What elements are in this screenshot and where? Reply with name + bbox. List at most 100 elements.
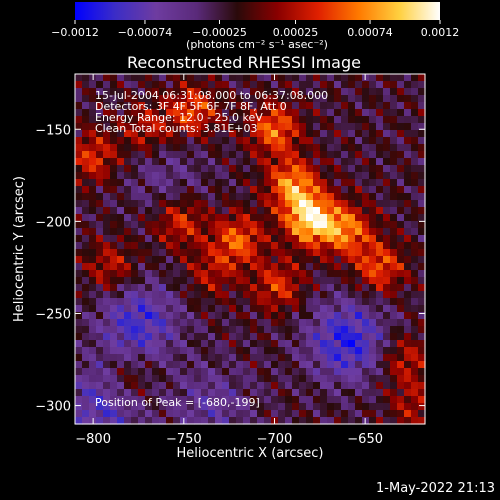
heatmap-cell [285,165,293,173]
heatmap-cell [89,396,97,404]
heatmap-cell [299,417,307,425]
heatmap-cell [355,165,363,173]
heatmap-cell [327,186,335,194]
heatmap-cell [187,277,195,285]
heatmap-cell [292,81,300,89]
heatmap-cell [257,137,265,145]
heatmap-cell [187,74,195,82]
heatmap-cell [103,291,111,299]
heatmap-cell [411,277,419,285]
heatmap-cell [215,249,223,257]
heatmap-cell [264,102,272,110]
heatmap-cell [159,130,167,138]
heatmap-cell [103,333,111,341]
heatmap-cell [397,291,405,299]
heatmap-cell [250,256,258,264]
heatmap-cell [194,74,202,82]
colorbar-tick-label: −0.0012 [51,26,99,39]
heatmap-cell [173,270,181,278]
heatmap-cell [145,368,153,376]
heatmap-cell [243,165,251,173]
heatmap-cell [110,116,118,124]
heatmap-cell [348,368,356,376]
heatmap-cell [124,200,132,208]
heatmap-cell [89,284,97,292]
heatmap-cell [271,249,279,257]
colorbar-gradient [75,2,440,20]
heatmap-cell [236,312,244,320]
heatmap-cell [173,333,181,341]
heatmap-cell [187,81,195,89]
heatmap-cell [166,326,174,334]
heatmap-cell [397,221,405,229]
heatmap-cell [383,326,391,334]
heatmap-cell [243,291,251,299]
heatmap-cell [397,375,405,383]
heatmap-cell [376,389,384,397]
y-tick-label: −300 [35,400,71,415]
heatmap-cell [271,319,279,327]
heatmap-cell [390,298,398,306]
heatmap-cell [390,284,398,292]
heatmap-cell [257,214,265,222]
heatmap-cell [418,74,426,82]
heatmap-cell [222,319,230,327]
heatmap-cell [355,214,363,222]
heatmap-cell [208,109,216,117]
heatmap-cell [327,396,335,404]
heatmap-cell [110,403,118,411]
heatmap-cell [411,284,419,292]
heatmap-cell [313,312,321,320]
heatmap-cell [173,109,181,117]
heatmap-cell [299,312,307,320]
heatmap-cell [89,228,97,236]
heatmap-cell [215,137,223,145]
heatmap-cell [201,284,209,292]
heatmap-cell [271,389,279,397]
heatmap-cell [110,277,118,285]
heatmap-cell [222,158,230,166]
heatmap-cell [145,102,153,110]
heatmap-cell [131,193,139,201]
heatmap-cell [250,347,258,355]
heatmap-cell [194,270,202,278]
heatmap-cell [208,410,216,418]
heatmap-cell [320,410,328,418]
heatmap-cell [362,144,370,152]
x-tick-label: −800 [75,432,111,447]
heatmap-cell [355,81,363,89]
heatmap-cell [278,172,286,180]
heatmap-cell [418,389,426,397]
heatmap-cell [278,396,286,404]
heatmap-cell [327,116,335,124]
x-tick-label: −650 [347,432,383,447]
heatmap-cell [152,179,160,187]
heatmap-cell [138,123,146,131]
heatmap-cell [229,403,237,411]
heatmap-cell [215,368,223,376]
heatmap-cell [187,326,195,334]
heatmap-cell [222,144,230,152]
heatmap-cell [348,396,356,404]
heatmap-cell [306,88,314,96]
heatmap-cell [187,368,195,376]
heatmap-cell [110,200,118,208]
heatmap-cell [131,340,139,348]
heatmap-cell [334,214,342,222]
heatmap-cell [271,228,279,236]
heatmap-cell [334,368,342,376]
heatmap-cell [264,256,272,264]
heatmap-cell [236,326,244,334]
heatmap-cell [124,130,132,138]
heatmap-cell [299,270,307,278]
heatmap-cell [82,354,90,362]
heatmap-cell [327,109,335,117]
heatmap-cell [313,221,321,229]
heatmap-cell [320,312,328,320]
heatmap-cell [306,319,314,327]
heatmap-cell [75,305,83,313]
heatmap-cell [334,291,342,299]
heatmap-cell [222,221,230,229]
heatmap-cell [117,242,125,250]
heatmap-cell [138,361,146,369]
